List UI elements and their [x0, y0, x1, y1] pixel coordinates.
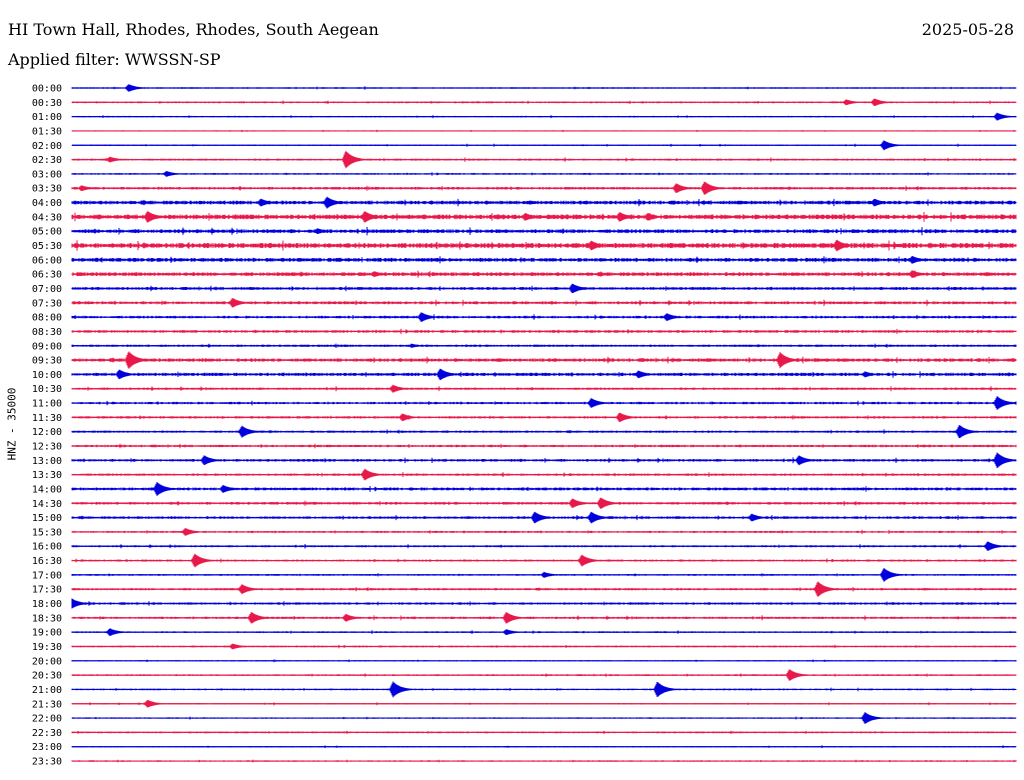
time-tick-label: 12:00: [32, 427, 62, 438]
record-date: 2025-05-28: [921, 20, 1014, 39]
time-tick-label: 19:00: [32, 628, 62, 639]
time-tick-label: 15:00: [32, 513, 62, 524]
time-tick-label: 22:30: [32, 728, 62, 739]
time-tick-label: 07:30: [32, 298, 62, 309]
time-tick-label: 03:30: [32, 184, 62, 195]
time-tick-label: 15:30: [32, 527, 62, 538]
time-tick-label: 13:30: [32, 470, 62, 481]
time-tick-label: 23:00: [32, 742, 62, 753]
time-tick-label: 00:30: [32, 98, 62, 109]
time-tick-label: 13:00: [32, 456, 62, 467]
time-tick-label: 21:30: [32, 699, 62, 710]
time-tick-label: 23:30: [32, 757, 62, 768]
time-tick-label: 01:30: [32, 126, 62, 137]
filter-label: Applied filter: WWSSN-SP: [8, 50, 221, 69]
time-tick-label: 17:00: [32, 570, 62, 581]
time-tick-label: 19:30: [32, 642, 62, 653]
time-tick-label: 05:30: [32, 241, 62, 252]
time-tick-label: 21:00: [32, 685, 62, 696]
time-tick-label: 03:00: [32, 169, 62, 180]
time-tick-label: 16:30: [32, 556, 62, 567]
time-tick-label: 12:30: [32, 442, 62, 453]
time-tick-label: 10:00: [32, 370, 62, 381]
time-tick-label: 14:00: [32, 484, 62, 495]
time-tick-label: 09:00: [32, 341, 62, 352]
time-tick-label: 20:00: [32, 656, 62, 667]
time-tick-label: 04:00: [32, 198, 62, 209]
time-tick-label: 07:00: [32, 284, 62, 295]
time-tick-label: 18:30: [32, 613, 62, 624]
time-tick-label: 04:30: [32, 212, 62, 223]
time-tick-label: 02:30: [32, 155, 62, 166]
time-tick-label: 06:30: [32, 270, 62, 281]
time-tick-label: 14:30: [32, 499, 62, 510]
time-tick-label: 11:30: [32, 413, 62, 424]
time-tick-label: 08:00: [32, 313, 62, 324]
time-tick-label: 02:00: [32, 141, 62, 152]
time-tick-label: 10:30: [32, 384, 62, 395]
time-tick-label: 18:00: [32, 599, 62, 610]
time-tick-label: 20:30: [32, 671, 62, 682]
time-tick-label: 01:00: [32, 112, 62, 123]
time-tick-label: 08:30: [32, 327, 62, 338]
station-title: HI Town Hall, Rhodes, Rhodes, South Aege…: [8, 20, 379, 39]
time-tick-label: 06:00: [32, 255, 62, 266]
time-tick-label: 11:00: [32, 399, 62, 410]
time-tick-label: 00:00: [32, 84, 62, 95]
time-tick-label: 17:30: [32, 585, 62, 596]
time-tick-label: 16:00: [32, 542, 62, 553]
time-tick-label: 22:00: [32, 714, 62, 725]
time-tick-label: 05:00: [32, 227, 62, 238]
time-tick-label: 09:30: [32, 356, 62, 367]
